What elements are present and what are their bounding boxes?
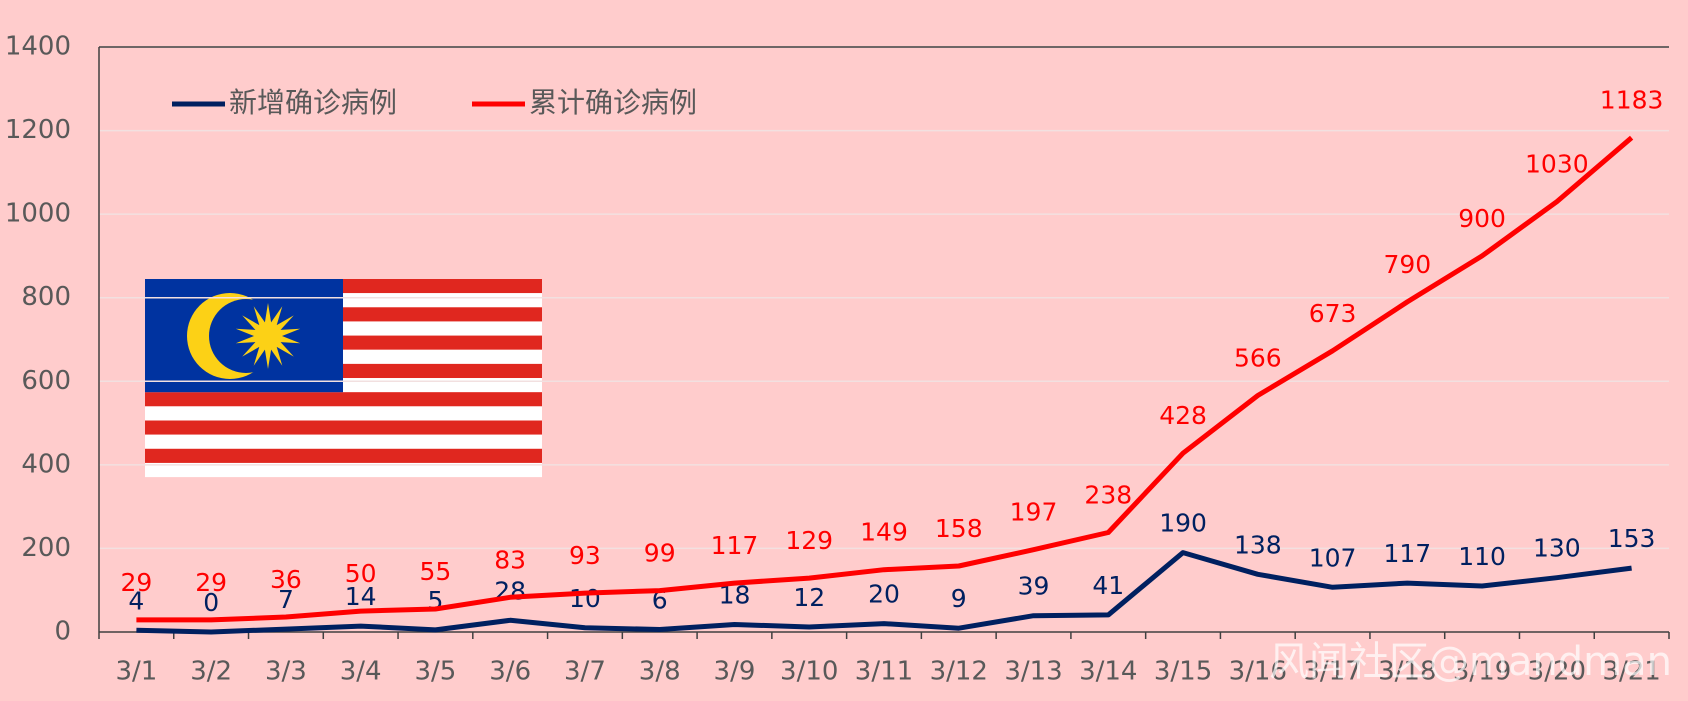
- data-label: 566: [1234, 343, 1282, 372]
- data-label: 50: [345, 559, 377, 588]
- flag-stripe: [145, 434, 542, 449]
- data-label: 10: [569, 584, 601, 613]
- data-label: 7: [278, 585, 294, 614]
- data-label: 110: [1458, 542, 1506, 571]
- x-tick-label: 3/12: [930, 657, 988, 687]
- flag-star: [235, 303, 301, 369]
- data-label: 39: [1018, 572, 1050, 601]
- x-tick-label: 3/7: [564, 657, 606, 687]
- y-tick-label: 1000: [5, 199, 71, 229]
- data-label: 117: [711, 531, 759, 560]
- x-tick-label: 3/15: [1154, 657, 1212, 687]
- x-tick-label: 3/21: [1602, 657, 1660, 687]
- data-label: 4: [128, 586, 144, 615]
- flag: [145, 279, 542, 478]
- flag-stripe: [145, 448, 542, 463]
- data-label: 29: [195, 568, 227, 597]
- x-tick-label: 3/10: [780, 657, 838, 687]
- legend-label: 新增确诊病例: [229, 86, 397, 119]
- data-label: 9: [951, 584, 967, 613]
- data-label: 158: [935, 514, 983, 543]
- flag-stripe: [145, 462, 542, 478]
- data-label: 117: [1383, 539, 1431, 568]
- data-label: 190: [1159, 509, 1207, 538]
- data-label: 107: [1309, 543, 1357, 572]
- data-label: 0: [203, 588, 219, 617]
- watermark: 风闻社区@mandman: [1269, 639, 1672, 685]
- y-tick-label: 400: [21, 449, 71, 479]
- x-tick-label: 3/18: [1378, 657, 1436, 687]
- data-label: 153: [1608, 524, 1656, 553]
- data-label: 29: [120, 568, 152, 597]
- y-tick-label: 600: [21, 366, 71, 396]
- flag-stripe: [145, 392, 542, 407]
- data-label: 99: [644, 539, 676, 568]
- y-tick-label: 0: [54, 617, 71, 647]
- x-tick-label: 3/3: [265, 657, 307, 687]
- data-label: 130: [1533, 534, 1581, 563]
- y-tick-label: 1200: [5, 115, 71, 145]
- x-tick-label: 3/14: [1079, 657, 1137, 687]
- data-label: 129: [785, 526, 833, 555]
- x-tick-label: 3/8: [639, 657, 681, 687]
- x-tick-label: 3/2: [190, 657, 232, 687]
- data-label: 55: [420, 557, 452, 586]
- data-label: 238: [1084, 481, 1132, 510]
- data-label: 93: [569, 541, 601, 570]
- flag-stripe: [145, 406, 542, 421]
- x-tick-label: 3/20: [1528, 657, 1586, 687]
- data-label: 41: [1092, 571, 1124, 600]
- data-label: 149: [860, 518, 908, 547]
- x-tick-label: 3/11: [855, 657, 913, 687]
- data-label: 1030: [1525, 150, 1589, 179]
- data-label: 428: [1159, 401, 1207, 430]
- data-label: 20: [868, 580, 900, 609]
- x-tick-label: 3/19: [1453, 657, 1511, 687]
- data-label: 138: [1234, 530, 1282, 559]
- data-label: 36: [270, 565, 302, 594]
- data-label: 673: [1309, 299, 1357, 328]
- flag-stripe: [145, 420, 542, 435]
- data-label: 14: [345, 582, 377, 611]
- y-tick-label: 800: [21, 282, 71, 312]
- legend-label: 累计确诊病例: [529, 86, 697, 119]
- x-tick-label: 3/4: [340, 657, 382, 687]
- series-line: [136, 135, 1634, 623]
- x-tick-label: 3/13: [1004, 657, 1062, 687]
- x-tick-label: 3/17: [1303, 657, 1361, 687]
- data-label: 12: [793, 583, 825, 612]
- data-label: 900: [1458, 204, 1506, 233]
- flag-crescent-cut: [209, 299, 283, 373]
- x-tick-label: 3/9: [714, 657, 756, 687]
- x-tick-label: 3/16: [1229, 657, 1287, 687]
- series-line: [136, 550, 1632, 635]
- data-label: 83: [494, 545, 526, 574]
- data-label: 197: [1010, 498, 1058, 527]
- y-tick-label: 200: [21, 533, 71, 563]
- data-label: 1183: [1600, 86, 1664, 115]
- data-label: 790: [1383, 250, 1431, 279]
- y-tick-label: 1400: [5, 32, 71, 62]
- x-tick-label: 3/1: [115, 657, 157, 687]
- x-tick-label: 3/5: [415, 657, 457, 687]
- x-tick-label: 3/6: [489, 657, 531, 687]
